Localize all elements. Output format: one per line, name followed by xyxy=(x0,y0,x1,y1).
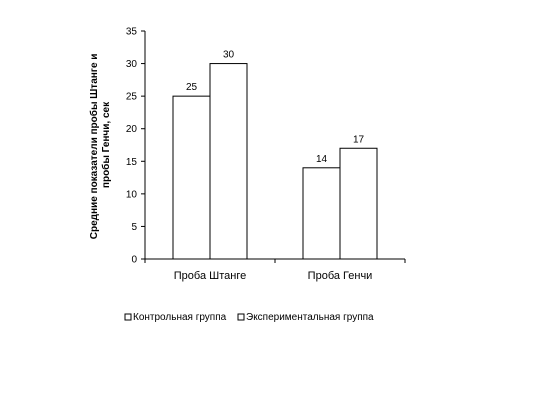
bar-experimental-1 xyxy=(339,147,378,260)
legend: Контрольная группа Экспериментальная гру… xyxy=(124,312,374,323)
y-tick-label: 0 xyxy=(131,255,137,266)
x-category-label: Проба Генчи xyxy=(308,270,373,282)
data-label: 14 xyxy=(316,154,328,165)
legend-label-control: Контрольная группа xyxy=(133,312,227,323)
data-label: 30 xyxy=(223,50,235,61)
x-category-label: Проба Штанге xyxy=(174,270,246,282)
y-tick-label: 30 xyxy=(126,59,138,70)
data-label: 25 xyxy=(186,82,198,93)
bar-experimental-0 xyxy=(209,63,248,260)
y-tick-label: 35 xyxy=(126,27,138,38)
y-tick-label: 20 xyxy=(126,124,138,135)
legend-swatch-experimental xyxy=(237,313,245,321)
legend-swatch-control xyxy=(124,313,132,321)
data-label: 17 xyxy=(353,134,365,145)
y-tick-label: 25 xyxy=(126,92,138,103)
y-tick-label: 10 xyxy=(126,189,138,200)
data-labels: 25 30 14 17 xyxy=(186,50,365,165)
bar-control-1 xyxy=(302,167,341,260)
bars xyxy=(172,63,378,260)
legend-label-experimental: Экспериментальная группа xyxy=(246,312,374,323)
y-tick-label: 15 xyxy=(126,157,138,168)
y-axis-label-line-2: пробы Генчи, сек xyxy=(100,101,112,188)
y-axis-label-line-1: Средние показатели пробы Штанге и xyxy=(88,54,100,240)
y-tick-label: 5 xyxy=(131,222,137,233)
bar-control-0 xyxy=(172,95,211,260)
y-axis-label: Средние показатели пробы Штанге и пробы … xyxy=(88,51,112,240)
svg-text:Средние показатели пробы Штанг: Средние показатели пробы Штанге и пробы … xyxy=(88,51,112,239)
